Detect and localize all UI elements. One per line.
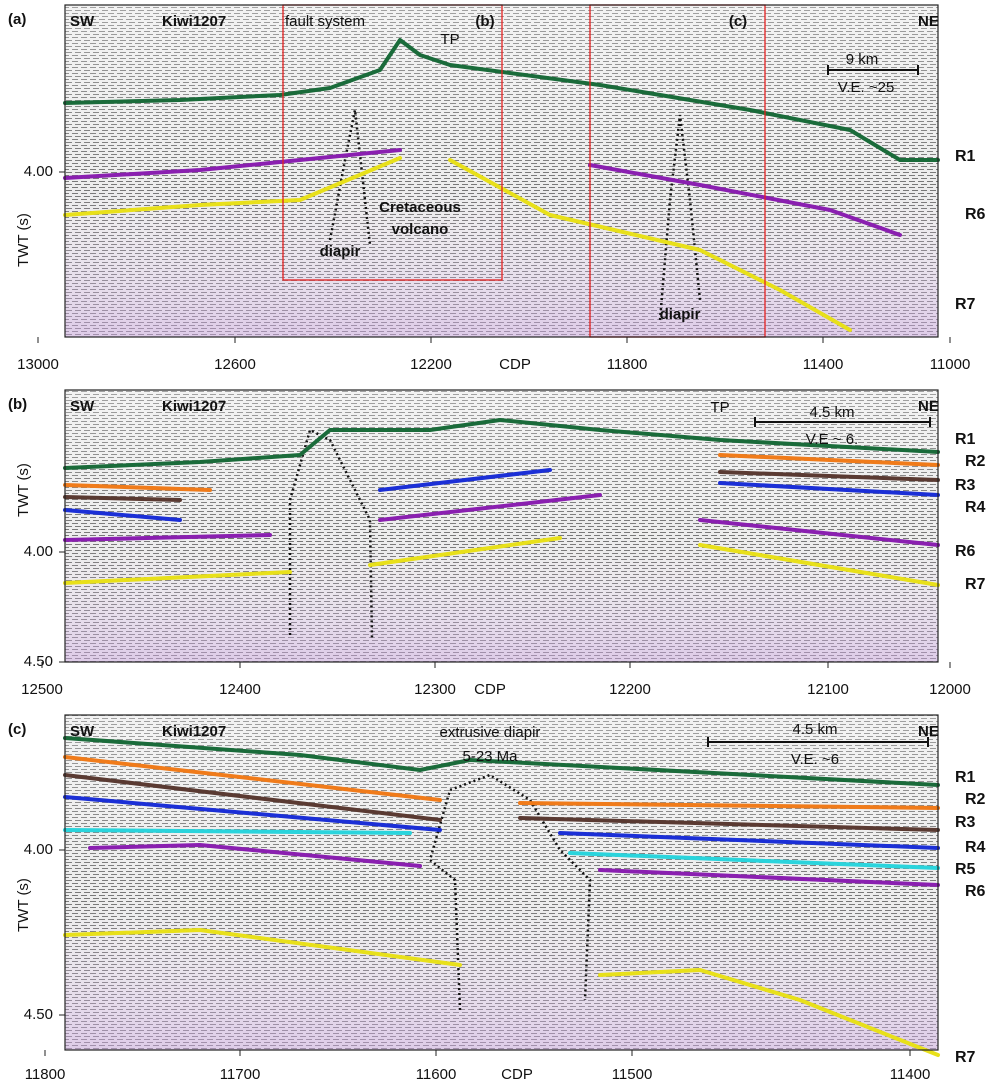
x-tick-label: 12200 [609, 681, 651, 698]
panel-label: (c) [8, 721, 26, 738]
ne-label: NE [918, 13, 939, 30]
x-axis-title: CDP [501, 1066, 533, 1083]
annotation: volcano [392, 221, 449, 238]
y-tick-label: 4.50 [24, 653, 53, 670]
annotation: extrusive diapir [440, 724, 541, 741]
horizon-label: R1 [955, 431, 976, 448]
horizon-label: R2 [965, 453, 986, 470]
x-tick-label: 13000 [17, 356, 59, 373]
x-axis-title: CDP [474, 681, 506, 698]
x-tick-label: 11700 [220, 1066, 261, 1083]
annotation: diapir [660, 306, 701, 323]
x-tick-label: 11500 [612, 1066, 653, 1083]
x-tick-label: 12600 [214, 356, 256, 373]
horizon-label: R5 [955, 861, 976, 878]
x-tick-label: 12400 [219, 681, 261, 698]
scale-label: V.E ~ 6. [806, 431, 858, 448]
annotation: 5-23 Ma [462, 748, 518, 765]
x-tick-label: 12300 [414, 681, 456, 698]
horizon-label: R4 [965, 839, 986, 856]
horizon-label: R2 [965, 791, 986, 808]
x-tick-label: 12200 [410, 356, 452, 373]
x-tick-label: 11800 [607, 356, 648, 373]
annotation: fault system [285, 13, 365, 30]
horizon-label: R4 [965, 499, 986, 516]
line-name: Kiwi1207 [162, 13, 226, 30]
x-tick-label: 12000 [929, 681, 971, 698]
x-tick-label: 11800 [25, 1066, 66, 1083]
horizon-label: R7 [955, 296, 976, 313]
y-tick-label: 4.50 [24, 1006, 53, 1023]
y-tick-label: 4.00 [24, 543, 53, 560]
annotation: TP [710, 399, 729, 416]
y-tick-label: 4.00 [24, 841, 53, 858]
horizon-label: R6 [965, 206, 986, 223]
x-tick-label: 12500 [21, 681, 63, 698]
y-axis-title: TWT (s) [15, 878, 32, 932]
y-tick-label: 4.00 [24, 163, 53, 180]
sw-label: SW [70, 723, 95, 740]
horizon-label: R7 [965, 576, 986, 593]
x-tick-label: 11000 [930, 356, 971, 373]
horizon-label: R1 [955, 148, 976, 165]
scale-label: V.E. ~25 [838, 79, 895, 96]
line-name: Kiwi1207 [162, 398, 226, 415]
panel-label: (a) [8, 11, 26, 28]
horizon-label: R3 [955, 477, 976, 494]
horizon-label: R6 [955, 543, 976, 560]
scale-label: 4.5 km [809, 404, 854, 421]
sw-label: SW [70, 398, 95, 415]
y-axis-title: TWT (s) [15, 213, 32, 267]
x-tick-label: 11400 [890, 1066, 931, 1083]
panel-label: (b) [8, 396, 27, 413]
annotation: (c) [729, 13, 747, 30]
line-name: Kiwi1207 [162, 723, 226, 740]
x-tick-label: 12100 [807, 681, 849, 698]
ne-label: NE [918, 398, 939, 415]
horizon-label: R6 [965, 883, 986, 900]
x-tick-label: 11400 [803, 356, 844, 373]
horizon-label: R3 [955, 814, 976, 831]
scale-label: V.E. ~6 [791, 751, 839, 768]
annotation: TP [440, 31, 459, 48]
x-axis-title: CDP [499, 356, 531, 373]
horizon-label: R1 [955, 769, 976, 786]
horizon-label: R7 [955, 1049, 976, 1066]
y-axis-title: TWT (s) [15, 463, 32, 517]
sw-label: SW [70, 13, 95, 30]
annotation: Cretaceous [379, 199, 461, 216]
figure: (a) SW Kiwi1207 NE fault system TP (b) (c) Creta… [0, 0, 995, 1090]
scale-label: 4.5 km [792, 721, 837, 738]
x-tick-label: 11600 [416, 1066, 457, 1083]
scale-label: 9 km [846, 51, 879, 68]
annotation: (b) [475, 13, 494, 30]
annotation: diapir [320, 243, 361, 260]
